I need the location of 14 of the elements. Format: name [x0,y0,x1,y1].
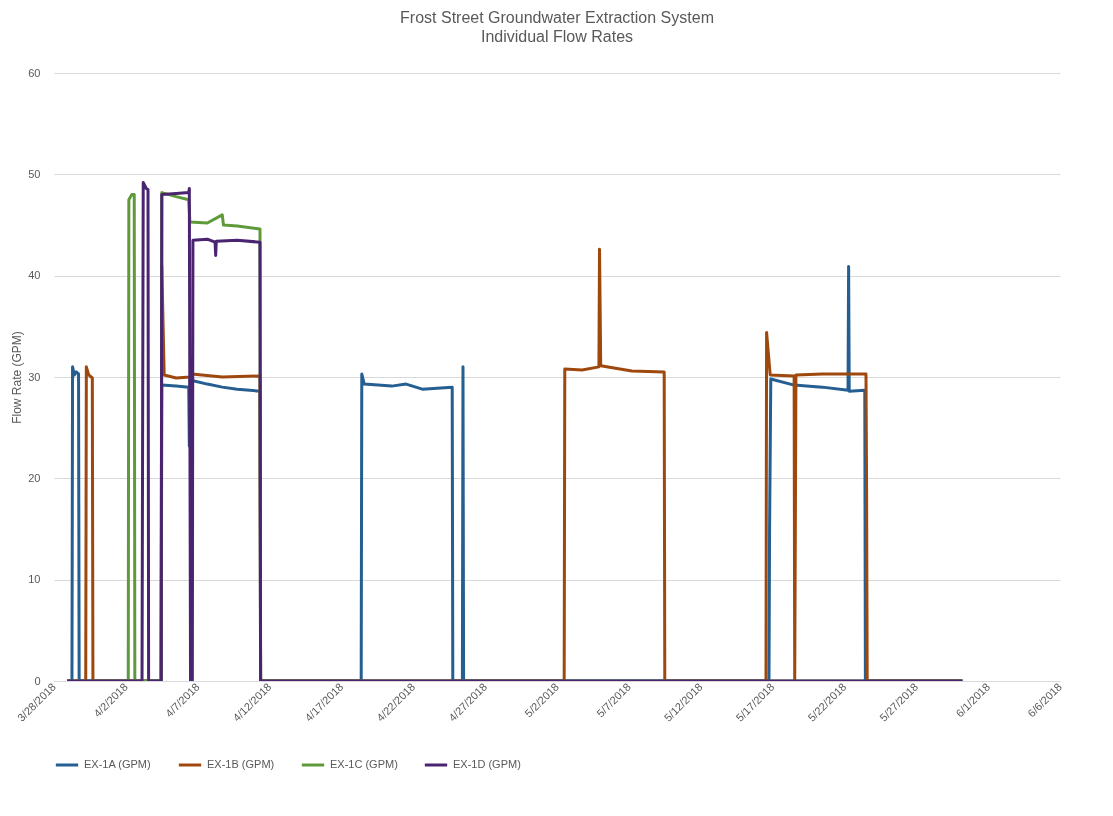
y-tick-label: 0 [34,674,41,687]
legend-label: EX-1D (GPM) [453,758,521,770]
chart-subtitle: Individual Flow Rates [480,28,634,45]
y-tick-label: 50 [28,167,41,180]
y-tick-label: 40 [28,269,41,282]
chart-title: Frost Street Groundwater Extraction System [400,9,714,26]
legend-label: EX-1A (GPM) [84,758,151,770]
legend-label: EX-1B (GPM) [207,758,275,770]
legend-label: EX-1C (GPM) [330,758,398,770]
y-tick-label: 60 [28,66,41,79]
y-axis-title: Flow Rate (GPM) [10,331,25,424]
y-tick-label: 10 [28,573,41,586]
y-tick-label: 30 [28,370,41,383]
y-tick-label: 20 [28,471,41,484]
